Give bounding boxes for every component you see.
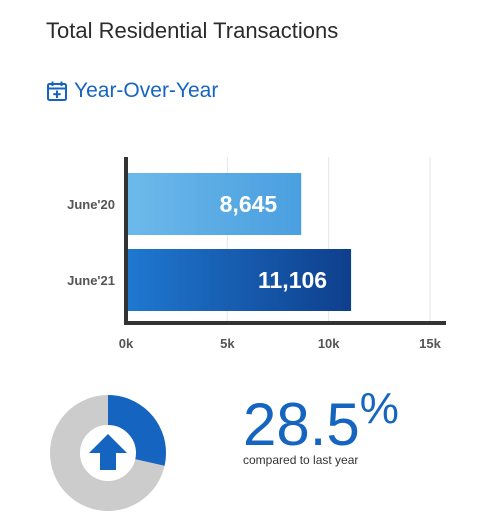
bar-value-label: 11,106 [258, 267, 327, 293]
year-over-year-label: Year-Over-Year [74, 79, 219, 102]
change-donut [50, 395, 166, 511]
arrow-up-icon [89, 434, 127, 470]
x-tick-label: 10k [318, 336, 340, 351]
percent-change-block: 28.5% compared to last year [243, 387, 399, 468]
bar [126, 249, 352, 311]
percent-number: 28.5 [243, 391, 360, 458]
bar [126, 173, 302, 235]
x-tick-label: 15k [419, 336, 441, 351]
bar-chart: 0k 5k 10k 15k 8,645 June'20 11,106 June'21 [67, 157, 446, 351]
x-tick-label: 0k [119, 336, 134, 351]
bar-value-label: 8,645 [220, 191, 278, 217]
chart-title: Total Residential Transactions [46, 18, 339, 43]
category-label: June'20 [67, 197, 115, 212]
x-tick-label: 5k [220, 336, 235, 351]
percent-change-value: 28.5% [243, 387, 399, 458]
calendar-plus-icon [46, 80, 68, 102]
donut-progress-arc [50, 395, 166, 511]
category-label: June'21 [67, 273, 115, 288]
percent-symbol: % [359, 384, 399, 433]
year-over-year-tab[interactable]: Year-Over-Year [46, 79, 218, 103]
percent-caption: compared to last year [243, 453, 359, 467]
